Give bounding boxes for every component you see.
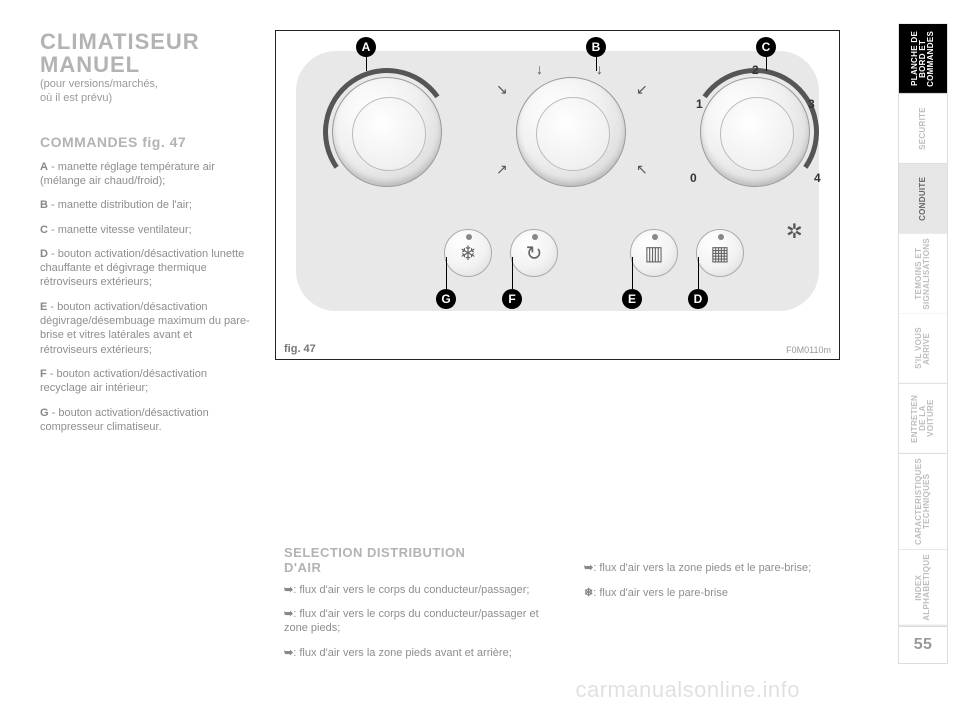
section-title: CLIMATISEUR MANUEL: [40, 30, 252, 76]
title-line-1: CLIMATISEUR: [40, 29, 200, 54]
cmd-item-b: B - manette distribution de l'air;: [40, 198, 252, 212]
page-number: 55: [898, 626, 948, 664]
fan-num-0: 0: [690, 171, 697, 185]
tab-sil-vous-arrive[interactable]: S'IL VOUSARRIVE: [898, 314, 948, 384]
fan-num-1: 1: [696, 97, 703, 111]
airflow-icon: ↙: [636, 81, 648, 98]
callout-g: G: [436, 289, 456, 309]
callout-f: F: [502, 289, 522, 309]
ac-button: ❄: [444, 229, 492, 277]
dist-item-1: ➥: flux d'air vers le corps du conducteu…: [284, 583, 556, 597]
tab-securite[interactable]: SECURITE: [898, 94, 948, 164]
dist-item-2: ➥: flux d'air vers le corps du conducteu…: [284, 607, 556, 636]
fan-num-2: 2: [752, 63, 759, 77]
rear-defrost-icon: ▦: [711, 241, 730, 266]
cmd-item-e: E - bouton activation/désactivation dégi…: [40, 300, 252, 357]
airflow-icon: ↗: [496, 161, 508, 178]
callout-b: B: [586, 37, 606, 57]
figure-code: F0M0110m: [786, 345, 831, 355]
dist-item-5: ❄: flux d'air vers le pare-brise: [584, 586, 830, 600]
callout-d: D: [688, 289, 708, 309]
tab-index[interactable]: INDEXALPHABETIQUE: [898, 550, 948, 626]
side-tabs: PLANCHE DEBORD ETCOMMANDES SECURITE COND…: [898, 24, 948, 664]
front-defrost-button: ▥: [630, 229, 678, 277]
tab-temoins[interactable]: TEMOINS ETSIGNALISATIONS: [898, 234, 948, 315]
temperature-dial: [332, 77, 442, 187]
fan-icon: ✲: [786, 219, 803, 244]
airflow-icon: ↓: [536, 61, 543, 77]
airflow-icon: ↓: [596, 61, 603, 77]
front-defrost-icon: ▥: [645, 241, 664, 266]
cmd-item-c: C - manette vitesse ventilateur;: [40, 223, 252, 237]
airflow-icon: ↖: [636, 161, 648, 178]
tab-caracteristiques[interactable]: CARACTERISTIQUESTECHNIQUES: [898, 454, 948, 550]
distribution-dial: [516, 77, 626, 187]
cmd-item-a: A - manette réglage température air (mél…: [40, 160, 252, 189]
tab-planche-de-bord[interactable]: PLANCHE DEBORD ETCOMMANDES: [898, 24, 948, 94]
cmd-item-f: F - bouton activation/désactivation recy…: [40, 367, 252, 396]
section-subtitle: (pour versions/marchés, où il est prévu): [40, 78, 252, 106]
tab-conduite[interactable]: CONDUITE: [898, 164, 948, 234]
climate-panel: ↘ ↓ ↓ ↙ ↗ ↖ 0 1 2 3 4 ✲ ❄ ↻ ▥ ▦: [296, 51, 819, 311]
recirculate-icon: ↻: [526, 241, 543, 266]
title-line-2: MANUEL: [40, 52, 140, 77]
left-column: CLIMATISEUR MANUEL (pour versions/marché…: [40, 30, 270, 670]
fan-num-4: 4: [814, 171, 821, 185]
cmd-item-d: D - bouton activation/désactivation lune…: [40, 247, 252, 290]
callout-a: A: [356, 37, 376, 57]
fan-speed-dial: [700, 77, 810, 187]
figure-caption: fig. 47: [284, 343, 316, 355]
recirculate-button: ↻: [510, 229, 558, 277]
watermark: carmanualsonline.info: [575, 677, 800, 703]
dist-item-3: ➥: flux d'air vers la zone pieds avant e…: [284, 646, 556, 660]
callout-e: E: [622, 289, 642, 309]
tab-entretien[interactable]: ENTRETIENDE LA VOITURE: [898, 384, 948, 454]
callout-c: C: [756, 37, 776, 57]
commands-heading: COMMANDES fig. 47: [40, 134, 252, 150]
fan-num-3: 3: [808, 97, 815, 111]
airflow-icon: ↘: [496, 81, 508, 98]
snowflake-icon: ❄: [460, 241, 477, 266]
rear-defrost-button: ▦: [696, 229, 744, 277]
figure-47: ↘ ↓ ↓ ↙ ↗ ↖ 0 1 2 3 4 ✲ ❄ ↻ ▥ ▦ A B C D …: [275, 30, 840, 360]
distribution-heading: SELECTION DISTRIBUTION D'AIR: [284, 545, 556, 575]
dist-item-4: ➥: flux d'air vers la zone pieds et le p…: [584, 561, 830, 575]
cmd-item-g: G - bouton activation/désactivation comp…: [40, 406, 252, 435]
